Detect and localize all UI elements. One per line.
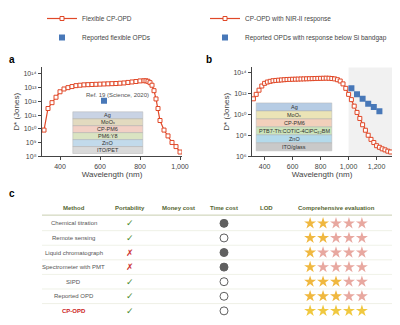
svg-text:✗: ✗ [126, 248, 134, 258]
svg-text:D* (Jones): D* (Jones) [222, 93, 231, 131]
svg-text:10¹²: 10¹² [234, 90, 247, 97]
svg-text:✓: ✓ [126, 277, 134, 287]
svg-text:Ag: Ag [291, 104, 298, 110]
svg-text:SIPD: SIPD [66, 279, 81, 285]
svg-text:10¹⁰: 10¹⁰ [234, 111, 247, 118]
svg-text:Remote sensing: Remote sensing [52, 235, 95, 241]
svg-text:ITO/PET: ITO/PET [97, 147, 119, 153]
svg-text:Ref. 19 (Science, 2020): Ref. 19 (Science, 2020) [86, 92, 149, 98]
svg-text:MoOₓ: MoOₓ [287, 112, 301, 118]
svg-text:10¹¹: 10¹¹ [24, 112, 37, 119]
svg-text:400: 400 [259, 163, 271, 170]
svg-text:800: 800 [134, 163, 146, 170]
svg-text:MoOₓ: MoOₓ [101, 119, 115, 125]
svg-text:10¹⁴: 10¹⁴ [23, 70, 36, 77]
svg-text:10¹⁴: 10¹⁴ [233, 69, 246, 76]
svg-text:Reported OPDs with response be: Reported OPDs with response below Si ban… [245, 34, 387, 42]
svg-text:Flexible CP-OPD: Flexible CP-OPD [82, 15, 132, 22]
svg-text:a: a [9, 54, 15, 65]
svg-text:CP-PM6: CP-PM6 [284, 120, 305, 126]
svg-text:10⁸: 10⁸ [26, 153, 37, 160]
svg-text:ZnO: ZnO [289, 136, 300, 142]
svg-text:PTB7-Th:COTIC-4ClPC₈₂BM: PTB7-Th:COTIC-4ClPC₈₂BM [259, 128, 330, 134]
svg-text:CP-OPD: CP-OPD [62, 308, 86, 314]
svg-text:10¹³: 10¹³ [24, 84, 37, 91]
svg-text:10¹²: 10¹² [24, 98, 37, 105]
svg-text:10⁶: 10⁶ [236, 153, 247, 160]
svg-text:1,000: 1,000 [171, 163, 189, 170]
svg-text:✓: ✓ [126, 218, 134, 228]
svg-text:Spectrometer with PMT: Spectrometer with PMT [42, 264, 105, 270]
svg-text:CP-PM6: CP-PM6 [97, 126, 118, 132]
svg-text:ZnO: ZnO [102, 140, 113, 146]
svg-text:800: 800 [315, 163, 327, 170]
svg-text:D* (Jones): D* (Jones) [12, 93, 21, 131]
svg-text:10⁸: 10⁸ [236, 132, 247, 139]
svg-text:Chemical titration: Chemical titration [51, 220, 97, 226]
svg-text:600: 600 [94, 163, 106, 170]
svg-text:400: 400 [54, 163, 66, 170]
svg-text:10¹⁰: 10¹⁰ [24, 125, 37, 132]
svg-text:10⁹: 10⁹ [26, 139, 37, 146]
svg-text:Money cost: Money cost [162, 205, 195, 211]
svg-text:Wavelength (nm): Wavelength (nm) [292, 170, 353, 179]
svg-text:Comprehensive evaluation: Comprehensive evaluation [298, 205, 375, 211]
svg-text:✓: ✓ [126, 306, 134, 316]
svg-text:✗: ✗ [126, 262, 134, 272]
svg-text:Ag: Ag [104, 112, 111, 118]
svg-text:Liquid chromatograph: Liquid chromatograph [45, 250, 103, 256]
svg-text:Wavelength (nm): Wavelength (nm) [82, 170, 143, 179]
svg-text:PM6:Y8: PM6:Y8 [98, 133, 118, 139]
svg-text:✓: ✓ [126, 291, 134, 301]
svg-text:1,200: 1,200 [368, 163, 386, 170]
svg-text:b: b [206, 54, 212, 65]
svg-text:LOD: LOD [260, 205, 273, 211]
svg-text:ITO/glass: ITO/glass [282, 144, 306, 150]
svg-text:CP-OPD with NIR-II response: CP-OPD with NIR-II response [245, 15, 331, 23]
svg-text:Method: Method [63, 205, 85, 211]
svg-text:Time cost: Time cost [210, 205, 238, 211]
svg-text:✓: ✓ [126, 233, 134, 243]
svg-text:600: 600 [287, 163, 299, 170]
svg-text:Reported flexible OPDs: Reported flexible OPDs [82, 34, 151, 42]
svg-text:Reported OPD: Reported OPD [54, 293, 94, 299]
svg-text:Portability: Portability [115, 205, 145, 211]
svg-text:1,000: 1,000 [340, 163, 358, 170]
svg-text:c: c [9, 188, 15, 199]
